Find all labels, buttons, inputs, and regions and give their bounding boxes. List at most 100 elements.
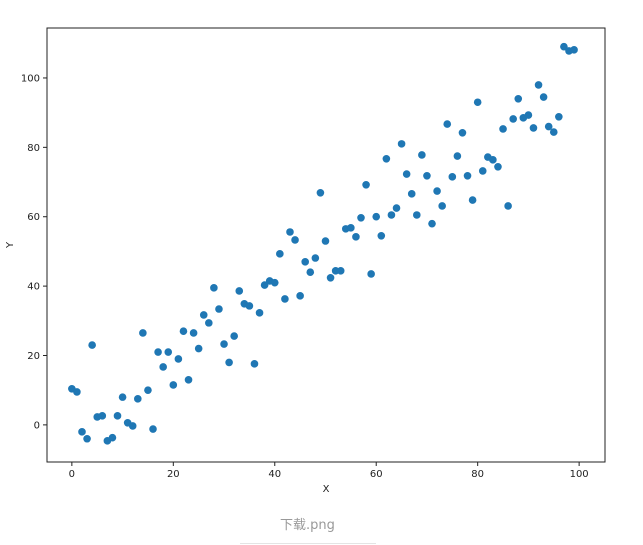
data-point <box>336 267 345 275</box>
data-point <box>108 433 117 442</box>
x-axis-ticks: 0 20 40 60 80 100 <box>69 462 589 480</box>
y-tick-label: 0 <box>34 420 40 431</box>
x-tick-label: 0 <box>69 469 75 480</box>
data-point <box>73 388 81 396</box>
data-point <box>164 348 173 356</box>
data-point <box>118 393 127 401</box>
data-point <box>392 204 401 212</box>
scatter-chart: 0 20 40 60 80 100 0 20 40 60 80 100 X Y <box>5 27 606 495</box>
data-point <box>367 270 375 278</box>
data-point <box>149 425 157 433</box>
data-point <box>113 412 122 420</box>
data-point <box>372 212 381 221</box>
data-point <box>428 219 436 228</box>
data-point <box>174 355 183 363</box>
data-point <box>570 46 578 54</box>
x-tick-label: 20 <box>167 469 180 480</box>
data-point <box>286 228 294 236</box>
data-point <box>489 156 497 164</box>
data-point <box>311 254 320 262</box>
data-point <box>494 162 502 171</box>
data-point <box>169 381 178 389</box>
y-axis-ticks: 0 20 40 60 80 100 <box>21 73 47 431</box>
x-tick-label: 100 <box>570 469 589 480</box>
x-tick-label: 40 <box>268 469 281 480</box>
data-point <box>215 305 223 313</box>
data-point <box>418 151 426 159</box>
data-point <box>78 428 86 436</box>
data-point <box>443 120 452 128</box>
data-point <box>179 327 188 336</box>
data-point <box>509 115 517 123</box>
data-point <box>352 233 360 241</box>
data-point <box>397 140 406 148</box>
data-point <box>184 375 193 384</box>
data-point <box>205 319 213 327</box>
data-point <box>144 386 152 394</box>
data-point <box>235 287 244 295</box>
data-point <box>225 358 233 367</box>
data-point <box>306 268 315 277</box>
data-point <box>88 341 96 349</box>
data-point <box>468 196 477 204</box>
data-point <box>387 211 396 219</box>
y-axis-label: Y <box>5 241 16 249</box>
data-point <box>433 187 441 195</box>
data-point <box>438 202 446 210</box>
data-point <box>316 188 325 197</box>
caption-divider <box>240 543 376 544</box>
y-tick-label: 40 <box>27 282 40 293</box>
data-point <box>134 395 142 403</box>
data-point <box>413 211 421 219</box>
data-point <box>402 170 411 178</box>
data-point <box>499 125 507 133</box>
data-point <box>544 122 553 131</box>
data-point <box>529 124 538 132</box>
points-layer <box>68 42 578 445</box>
data-point <box>199 311 208 319</box>
data-point <box>347 224 355 232</box>
data-point <box>504 202 512 210</box>
data-point <box>555 113 563 121</box>
data-point <box>539 93 548 101</box>
x-tick-label: 60 <box>370 469 383 480</box>
data-point <box>281 295 289 303</box>
data-point <box>250 360 259 368</box>
axes-frame <box>46 27 606 463</box>
data-point <box>291 236 299 244</box>
data-point <box>407 190 416 198</box>
data-point <box>321 237 330 245</box>
x-tick-label: 80 <box>471 469 484 480</box>
data-point <box>524 111 533 119</box>
data-point <box>159 363 167 371</box>
data-point <box>560 42 568 51</box>
y-tick-label: 60 <box>27 212 40 223</box>
data-point <box>357 213 365 222</box>
data-point <box>260 281 269 289</box>
data-point <box>458 128 467 137</box>
image-caption: 下载.png <box>280 518 335 533</box>
y-tick-label: 20 <box>27 351 40 362</box>
data-point <box>220 340 228 348</box>
data-point <box>473 98 482 107</box>
data-point <box>128 422 137 430</box>
data-point <box>230 332 238 340</box>
data-point <box>189 329 198 337</box>
data-point <box>463 171 472 180</box>
data-point <box>382 154 391 163</box>
data-point <box>423 171 431 180</box>
data-point <box>478 167 487 175</box>
y-tick-label: 100 <box>21 73 40 84</box>
data-point <box>549 128 558 136</box>
data-point <box>194 344 203 353</box>
x-axis-label: X <box>323 484 330 495</box>
data-point <box>514 94 523 103</box>
data-point <box>255 309 264 317</box>
data-point <box>377 232 386 240</box>
data-point <box>453 152 462 160</box>
data-point <box>245 302 254 310</box>
data-point <box>139 329 147 337</box>
data-point <box>534 81 543 89</box>
data-point <box>276 250 284 258</box>
data-point <box>154 348 162 356</box>
